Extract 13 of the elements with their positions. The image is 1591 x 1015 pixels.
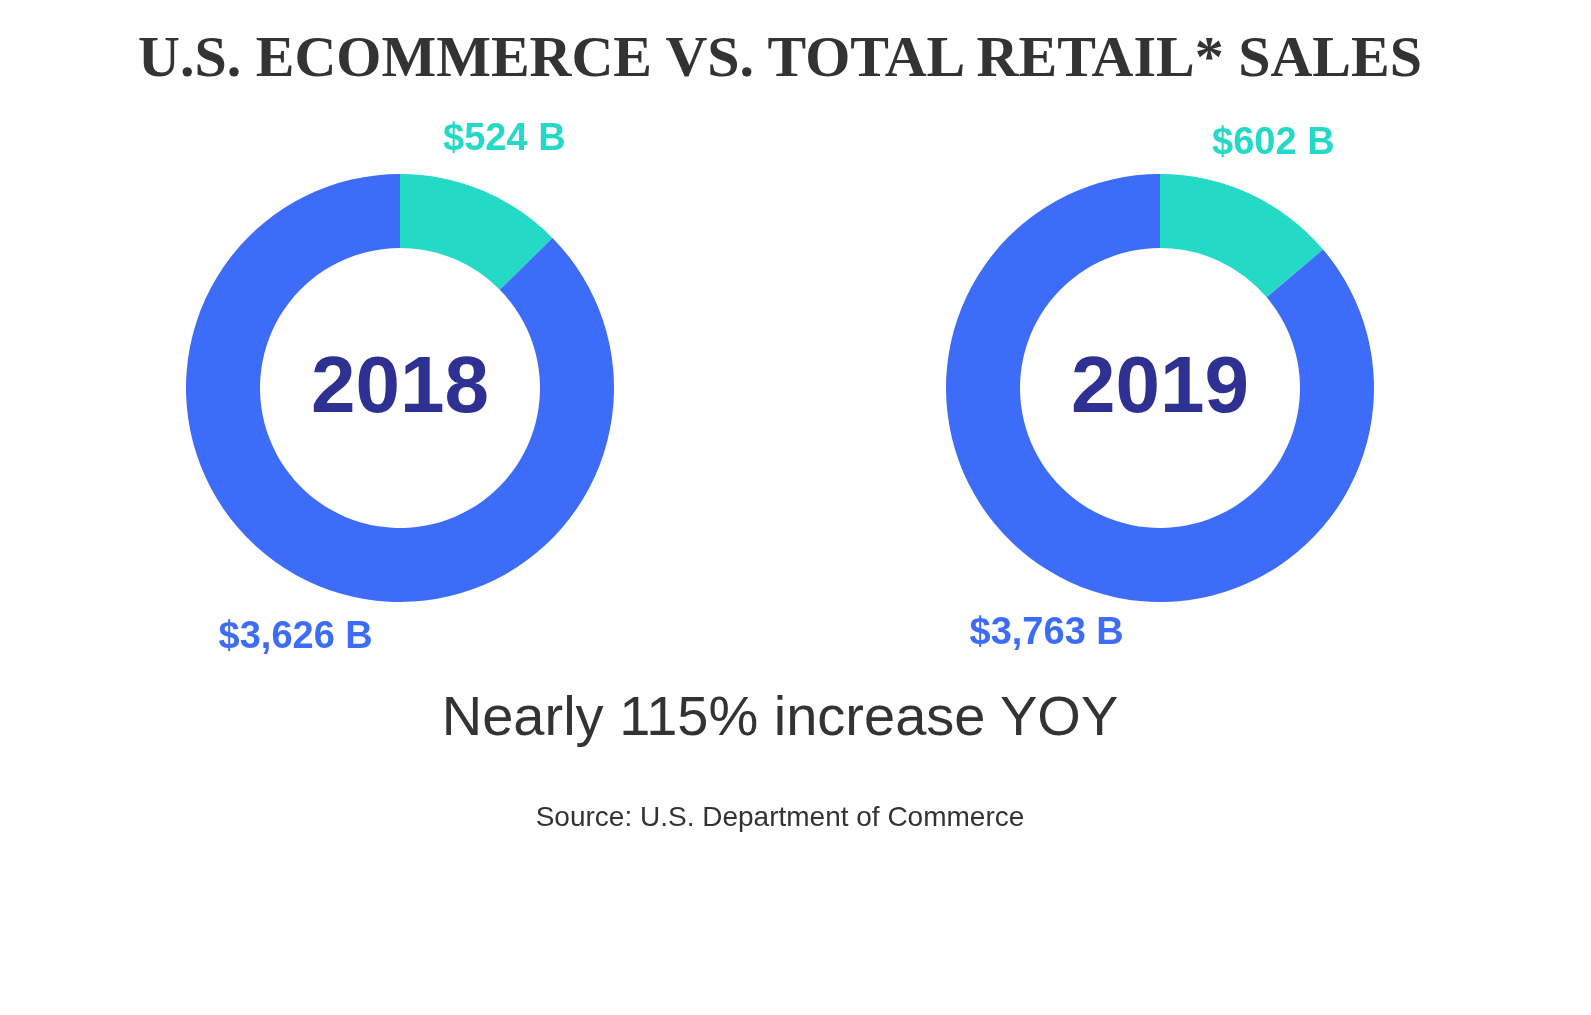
text: Nearly 115% increase YOY <box>441 684 1119 747</box>
data-label: $3,626 B <box>218 614 373 657</box>
text: U.S. ECOMMERCE VS. TOTAL RETAIL* SALES <box>138 24 1422 89</box>
donut-slice <box>946 174 1374 602</box>
donut-slice <box>186 174 614 602</box>
data-label: $524 B <box>443 115 566 158</box>
donut-slice <box>1160 174 1324 298</box>
text: 2018 <box>311 340 489 429</box>
donut-slice <box>400 174 553 290</box>
source-note: Source: U.S. Department of Commerce <box>535 801 1025 832</box>
data-label: $3,763 B <box>969 610 1124 653</box>
data-label: $602 B <box>1212 119 1335 162</box>
text: 2019 <box>1071 340 1249 429</box>
